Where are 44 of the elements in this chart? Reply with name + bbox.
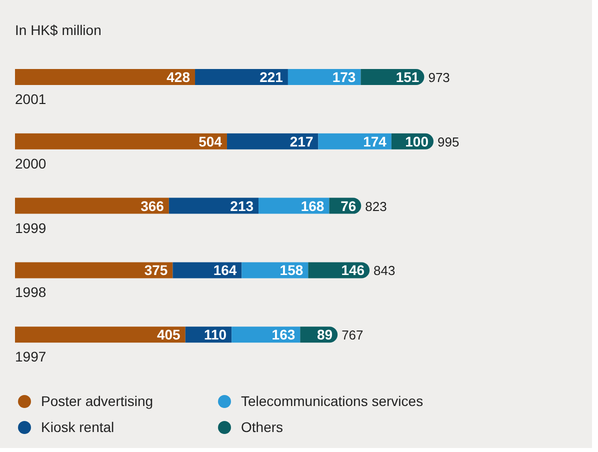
data-label: 504: [198, 133, 222, 150]
bar: [195, 69, 288, 85]
bar: [15, 198, 169, 214]
y-tick-label: 1997: [15, 348, 46, 365]
bar: [226, 133, 318, 150]
data-label: 151: [396, 68, 420, 85]
legend-label: Kiosk rental: [40, 418, 116, 437]
legend-label: Telecommunications services: [240, 392, 424, 411]
chart-title: In HK$ million: [15, 22, 102, 38]
data-label: 110: [204, 326, 227, 343]
bar: [318, 133, 392, 150]
total-label: 767: [342, 328, 364, 343]
bar: [15, 69, 196, 85]
data-label: 174: [363, 133, 387, 150]
data-label: 221: [260, 68, 284, 85]
legend-label: Poster advertising: [40, 392, 154, 411]
bar: [15, 326, 186, 343]
data-label: 405: [156, 326, 181, 343]
total-label: 843: [374, 263, 396, 278]
data-label: 158: [280, 262, 304, 278]
y-tick-label: 1998: [15, 284, 46, 300]
y-tick-label: 2000: [15, 155, 46, 172]
legend-label: Others: [240, 418, 284, 437]
bar: [15, 262, 173, 278]
data-label: 375: [144, 262, 168, 278]
data-label: 89: [317, 326, 333, 343]
y-tick-label: 2001: [15, 91, 46, 107]
data-label: 76: [340, 198, 356, 214]
data-label: 163: [272, 326, 296, 343]
bar: [15, 133, 227, 150]
data-label: 168: [300, 198, 324, 214]
data-label: 428: [166, 68, 190, 85]
y-tick-label: 1999: [15, 220, 46, 236]
data-label: 366: [140, 198, 164, 214]
data-label: 164: [213, 262, 237, 278]
data-label: 173: [332, 68, 356, 85]
data-label: 217: [290, 133, 314, 150]
total-label: 995: [437, 134, 460, 150]
total-label: 973: [428, 70, 450, 85]
total-label: 823: [365, 198, 387, 214]
data-label: 213: [230, 198, 254, 214]
data-label: 100: [405, 133, 429, 150]
data-label: 146: [341, 262, 365, 278]
bar: [168, 198, 259, 214]
